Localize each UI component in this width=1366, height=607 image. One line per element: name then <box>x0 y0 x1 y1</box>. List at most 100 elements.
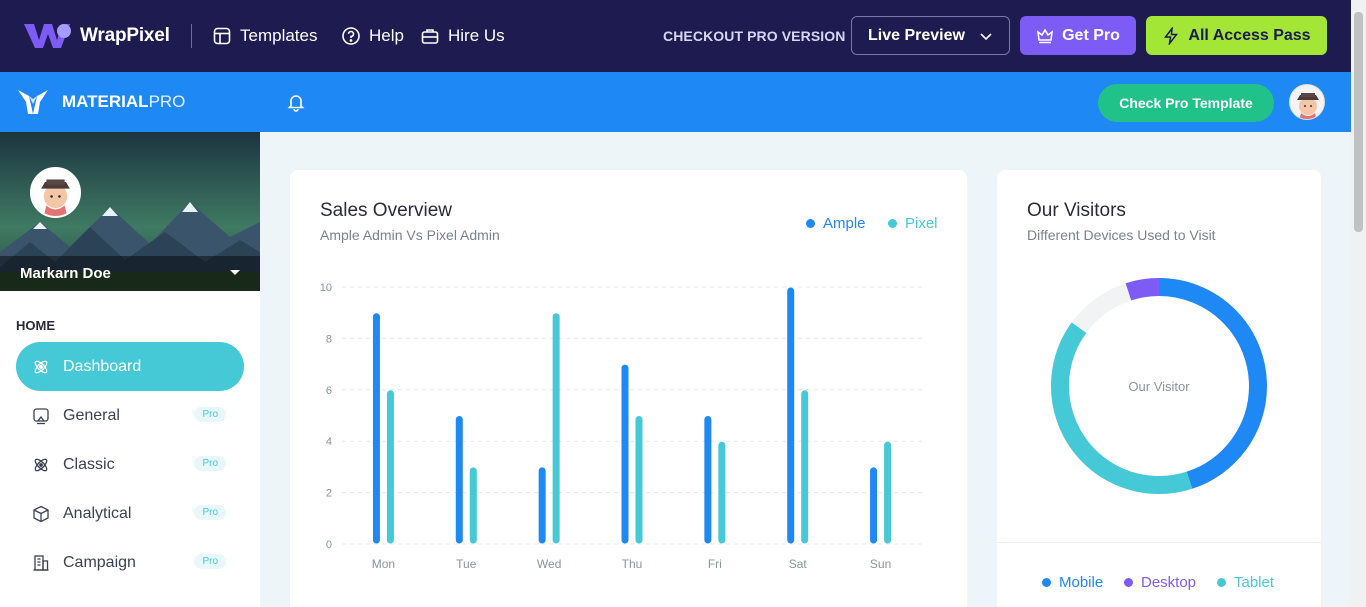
sidebar-item-dashboard[interactable]: Dashboard <box>16 342 244 391</box>
legend-dot-ample <box>806 219 815 228</box>
sidebar-item-analytical[interactable]: Analytical Pro <box>16 489 244 538</box>
pro-badge: Pro <box>194 407 226 422</box>
legend-pixel: Pixel <box>888 215 938 232</box>
user-avatar-icon <box>1297 93 1319 119</box>
legend-label-mobile: Mobile <box>1059 574 1104 591</box>
help-icon <box>342 27 360 45</box>
profile-name: Markarn Doe <box>20 265 111 282</box>
crown-icon <box>1037 28 1054 43</box>
legend-label-desktop: Desktop <box>1141 574 1197 591</box>
y-tick-label: 6 <box>326 385 332 397</box>
pro-badge: Pro <box>194 456 226 471</box>
y-tick-label: 2 <box>326 488 332 500</box>
legend-dot-mobile <box>1042 578 1051 587</box>
y-tick-label: 10 <box>320 282 332 294</box>
bolt-icon <box>1164 26 1179 45</box>
visitors-title: Our Visitors <box>1027 200 1126 221</box>
help-link[interactable]: Help <box>341 26 404 46</box>
page-scrollbar[interactable] <box>1351 0 1366 607</box>
y-tick-label: 8 <box>326 333 332 345</box>
y-tick-label: 4 <box>326 436 332 448</box>
sales-bar-chart: 0 2 4 6 8 10 Mon Tue Wed Thu Fri Sat Sun <box>320 282 922 571</box>
promo-bar: WrapPixel Templates Help Hire Us CHECKOU… <box>0 0 1351 72</box>
wrappixel-logo-icon <box>24 24 71 48</box>
wrappixel-logo[interactable]: WrapPixel <box>24 22 170 50</box>
cube-icon <box>33 505 49 522</box>
donut-slice-desktop[interactable] <box>1034 261 1283 510</box>
help-label: Help <box>369 26 404 45</box>
x-tick-label: Wed <box>537 557 561 571</box>
live-preview-label: Live Preview <box>868 26 965 44</box>
wrappixel-brand: WrapPixel <box>80 25 170 46</box>
donut-slice-tablet[interactable] <box>1034 261 1283 510</box>
sidebar-item-label: Analytical <box>63 504 132 522</box>
legend-label-ample: Ample <box>823 215 866 232</box>
scrollbar-thumb[interactable] <box>1354 12 1363 232</box>
sidebar-item-general[interactable]: General Pro <box>16 391 244 440</box>
materialpro-logo[interactable]: MATERIALPRO <box>18 90 185 114</box>
live-preview-button[interactable]: Live Preview <box>851 16 1010 55</box>
legend-ample: Ample <box>806 215 866 232</box>
chevron-down-icon <box>980 32 992 40</box>
promo-divider <box>191 24 192 48</box>
sales-subtitle: Ample Admin Vs Pixel Admin <box>320 227 500 243</box>
caret-down-icon <box>230 270 240 275</box>
avatar[interactable] <box>1289 84 1325 120</box>
briefcase-icon <box>421 29 439 44</box>
sidebar-item-label: Classic <box>63 455 115 473</box>
x-tick-label: Fri <box>708 557 722 571</box>
sales-title: Sales Overview <box>320 200 452 221</box>
sidebar-item-label: General <box>63 406 120 424</box>
aperture-icon <box>33 407 49 424</box>
donut-slice-mobile[interactable] <box>1051 278 1267 494</box>
legend-label-pixel: Pixel <box>905 215 938 232</box>
get-pro-button[interactable]: Get Pro <box>1020 16 1136 55</box>
bell-icon[interactable] <box>286 92 306 112</box>
legend-mobile: Mobile <box>1042 574 1103 591</box>
visitors-subtitle: Different Devices Used to Visit <box>1027 227 1216 243</box>
mountain-illustration <box>0 132 260 291</box>
templates-link[interactable]: Templates <box>212 26 317 46</box>
y-tick-label: 0 <box>326 539 332 551</box>
templates-icon <box>213 27 231 45</box>
visitors-card: Our Visitors Different Devices Used to V… <box>997 170 1321 607</box>
sidebar-item-campaign[interactable]: Campaign Pro <box>16 538 244 587</box>
sidebar-item-label: Campaign <box>63 553 136 571</box>
get-pro-label: Get Pro <box>1062 26 1120 44</box>
card-divider <box>997 542 1321 543</box>
x-tick-label: Thu <box>622 557 643 571</box>
profile-banner: Markarn Doe <box>0 132 260 291</box>
materialpro-brand: MATERIALPRO <box>62 92 185 112</box>
legend-label-tablet: Tablet <box>1234 574 1275 591</box>
x-tick-label: Tue <box>456 557 477 571</box>
building-icon <box>33 554 49 571</box>
hire-us-link[interactable]: Hire Us <box>420 26 505 46</box>
donut-center-label: Our Visitor <box>1128 379 1190 394</box>
profile-name-dropdown[interactable]: Markarn Doe <box>0 256 260 291</box>
x-tick-label: Mon <box>372 557 395 571</box>
legend-dot-pixel <box>888 219 897 228</box>
nav-caption: HOME <box>16 318 55 333</box>
user-avatar-icon <box>41 179 70 216</box>
brand-bold: MATERIAL <box>62 92 149 111</box>
hire-us-label: Hire Us <box>448 26 505 45</box>
all-access-pass-button[interactable]: All Access Pass <box>1146 16 1327 55</box>
profile-avatar[interactable] <box>30 167 81 218</box>
legend-desktop: Desktop <box>1124 574 1196 591</box>
visitors-donut-chart: Our Visitor <box>1034 261 1283 510</box>
legend-dot-desktop <box>1124 578 1133 587</box>
x-tick-label: Sat <box>789 557 808 571</box>
checkout-pro-label: CHECKOUT PRO VERSION <box>663 28 846 44</box>
all-access-pass-label: All Access Pass <box>1188 26 1311 44</box>
atom-icon <box>34 360 48 373</box>
sidebar-item-label: Dashboard <box>63 357 142 375</box>
check-pro-template-button[interactable]: Check Pro Template <box>1098 84 1274 122</box>
sales-overview-card: Sales Overview Ample Admin Vs Pixel Admi… <box>290 170 967 607</box>
materialpro-logo-icon <box>18 90 48 114</box>
sidebar: Markarn Doe HOME Dashboard General Pro C… <box>0 132 260 607</box>
pro-badge: Pro <box>194 554 226 569</box>
pro-badge: Pro <box>194 505 226 520</box>
atom-icon <box>34 458 48 471</box>
sidebar-item-classic[interactable]: Classic Pro <box>16 440 244 489</box>
x-tick-label: Sun <box>870 557 891 571</box>
